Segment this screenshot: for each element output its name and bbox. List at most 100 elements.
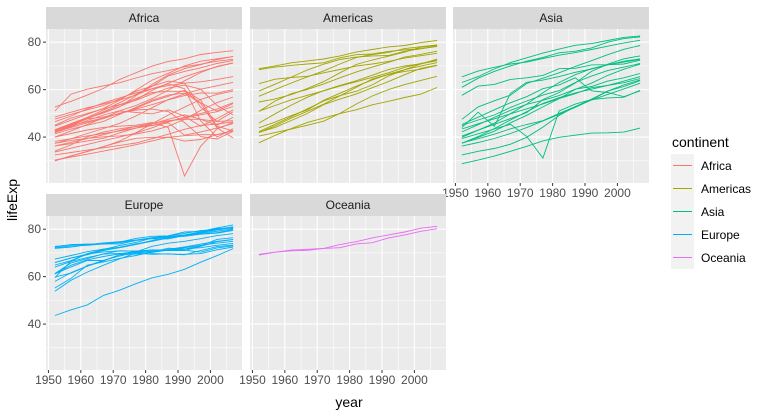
x-tick-label: 2000 <box>604 186 631 200</box>
series-line-oceania <box>258 225 438 256</box>
facet-strip <box>46 194 242 216</box>
series-line-asia <box>461 63 641 144</box>
series-line-africa <box>54 84 234 126</box>
legend: continent Africa Americas Asia Europe Oceania <box>671 134 751 269</box>
facet-panel-africa: Africa 40 60 80 <box>28 7 242 183</box>
panel-background <box>250 216 446 370</box>
panel-background <box>46 216 242 370</box>
series-line-africa <box>54 121 234 178</box>
y-axis-title: lifeExp <box>4 179 20 221</box>
legend-item-asia: Asia <box>671 200 725 223</box>
y-tick-label: 60 <box>28 83 42 97</box>
x-tick-label: 1980 <box>336 373 363 387</box>
series-line-asia <box>461 63 641 126</box>
series-line-americas <box>258 64 438 134</box>
series-line-asia <box>461 36 641 88</box>
legend-item-africa: Africa <box>671 154 732 177</box>
x-tick-label: 1950 <box>442 186 469 200</box>
legend-item-americas: Americas <box>671 177 751 200</box>
series-line-asia <box>461 59 641 96</box>
facet-strip-label: Oceania <box>326 198 371 212</box>
series-line-africa <box>54 62 234 134</box>
series-line-americas <box>258 59 438 112</box>
x-tick-label: 1960 <box>474 186 501 200</box>
series-line-europe <box>54 248 234 316</box>
series-line-europe <box>54 229 234 264</box>
facet-strip <box>453 7 649 29</box>
series-line-asia <box>461 73 641 133</box>
series-line-americas <box>258 40 438 70</box>
legend-label: Americas <box>701 182 751 196</box>
x-tick-label: 1970 <box>100 373 127 387</box>
series-line-europe <box>54 239 234 274</box>
legend-label: Africa <box>701 159 732 173</box>
series-line-africa <box>54 90 234 162</box>
facet-panel-europe: Europe 40 60 80 1950 1960 1970 1980 1990 2000 <box>28 194 242 387</box>
series-line-americas <box>258 58 438 133</box>
series-line-africa <box>54 56 234 127</box>
x-tick-label: 1980 <box>132 373 159 387</box>
series-line-africa <box>54 130 234 161</box>
series-line-americas <box>258 44 438 97</box>
panel-background <box>453 29 649 183</box>
facet-strip-label: Asia <box>539 11 563 25</box>
x-tick-label: 1970 <box>507 186 534 200</box>
series-line-europe <box>54 242 234 282</box>
series-line-africa <box>54 96 234 144</box>
facet-panel-americas: Americas <box>250 7 446 183</box>
legend-item-oceania: Oceania <box>671 246 746 269</box>
series-line-africa <box>54 76 234 123</box>
x-tick-label: 1960 <box>271 373 298 387</box>
series-line-africa <box>54 81 234 144</box>
y-tick-label: 40 <box>28 130 42 144</box>
facet-strip <box>250 194 446 216</box>
y-tick-label: 60 <box>28 270 42 284</box>
series-line-africa <box>54 118 234 147</box>
x-tick-label: 1950 <box>239 373 266 387</box>
series-line-africa <box>54 50 234 108</box>
x-tick-label: 1970 <box>304 373 331 387</box>
series-line-americas <box>258 45 438 71</box>
series-line-americas <box>258 75 438 137</box>
series-line-africa <box>54 58 234 112</box>
series-line-africa <box>54 122 234 142</box>
series-line-africa <box>54 80 234 122</box>
series-line-asia <box>461 76 641 130</box>
series-line-asia <box>461 35 641 83</box>
series-line-africa <box>54 106 234 152</box>
facet-panel-oceania: Oceania 1950 1960 1970 1980 1990 2000 <box>239 194 446 387</box>
x-tick-label: 2000 <box>197 373 224 387</box>
series-line-asia <box>461 39 641 78</box>
legend-item-europe: Europe <box>671 223 740 246</box>
facet-panel-asia: Asia 1950 1960 1970 1980 1990 2000 <box>442 7 649 200</box>
series-line-americas <box>258 45 438 92</box>
series-line-asia <box>461 45 641 120</box>
panel-background <box>250 29 446 183</box>
y-tick-label: 80 <box>28 222 42 236</box>
series-line-asia <box>461 82 641 156</box>
series-line-americas <box>258 64 438 133</box>
legend-title: continent <box>672 134 729 150</box>
facet-strip <box>46 7 242 29</box>
series-line-africa <box>54 89 234 131</box>
legend-label: Asia <box>701 205 725 219</box>
panel-background <box>46 29 242 183</box>
y-tick-label: 80 <box>28 35 42 49</box>
x-tick-label: 1990 <box>165 373 192 387</box>
series-line-americas <box>258 60 438 124</box>
series-line-africa <box>54 121 234 156</box>
series-line-africa <box>54 83 234 138</box>
x-tick-label: 2000 <box>401 373 428 387</box>
x-axis-title: year <box>335 394 363 410</box>
series-line-asia <box>461 55 641 137</box>
series-line-europe <box>54 238 234 275</box>
series-line-africa <box>54 90 234 133</box>
series-line-americas <box>258 45 438 103</box>
series-line-asia <box>461 80 641 147</box>
facet-strip <box>250 7 446 29</box>
series-line-europe <box>54 244 234 268</box>
facet-strip-label: Europe <box>125 198 164 212</box>
series-line-asia <box>461 127 641 165</box>
x-tick-label: 1990 <box>572 186 599 200</box>
